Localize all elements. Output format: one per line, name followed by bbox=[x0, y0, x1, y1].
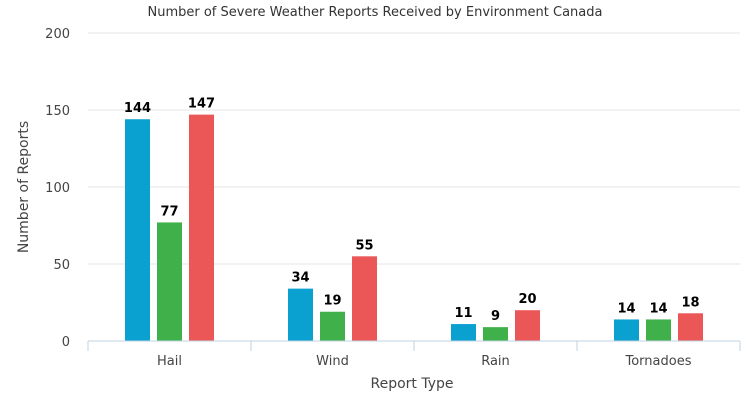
y-tick-label: 150 bbox=[45, 104, 70, 119]
y-axis-title: Number of Reports bbox=[16, 121, 32, 253]
bar[interactable] bbox=[614, 319, 639, 341]
bar[interactable] bbox=[515, 310, 540, 341]
bar[interactable] bbox=[352, 256, 377, 341]
bar-value-label: 19 bbox=[323, 294, 341, 309]
bar-value-label: 18 bbox=[681, 295, 699, 310]
bar-value-label: 14 bbox=[649, 301, 667, 316]
y-tick-label: 0 bbox=[62, 335, 70, 350]
data-labels: 144 77 147 34 19 55 11 9 20 14 14 18 bbox=[124, 97, 700, 325]
bar-value-label: 147 bbox=[188, 97, 215, 112]
bar[interactable] bbox=[320, 311, 345, 341]
bar[interactable] bbox=[646, 319, 671, 341]
x-axis-title: Report Type bbox=[370, 376, 453, 392]
y-tick-label: 200 bbox=[45, 27, 70, 42]
x-tick-label: Rain bbox=[481, 354, 510, 369]
gridlines bbox=[88, 32, 740, 265]
bar[interactable] bbox=[288, 288, 313, 341]
bar[interactable] bbox=[125, 119, 150, 342]
y-tick-label: 50 bbox=[53, 258, 70, 273]
bar-value-label: 77 bbox=[160, 204, 178, 219]
bar[interactable] bbox=[189, 114, 214, 342]
bar-value-label: 20 bbox=[518, 292, 536, 307]
x-tick-label: Hail bbox=[157, 354, 182, 369]
x-tick-label: Wind bbox=[316, 354, 349, 369]
chart-title: Number of Severe Weather Reports Receive… bbox=[148, 5, 603, 20]
axes: 0 50 100 150 200 Hail Wind Rain Tornadoes bbox=[45, 27, 741, 369]
x-tick-label: Tornadoes bbox=[625, 354, 692, 369]
bar-value-label: 55 bbox=[355, 238, 373, 253]
bars bbox=[125, 114, 703, 342]
bar[interactable] bbox=[451, 324, 476, 341]
bar[interactable] bbox=[157, 222, 182, 341]
bar-value-label: 9 bbox=[491, 309, 500, 324]
y-tick-label: 100 bbox=[45, 181, 70, 196]
bar-value-label: 14 bbox=[617, 301, 635, 316]
bar-value-label: 11 bbox=[454, 306, 472, 321]
bar-value-label: 34 bbox=[291, 271, 309, 286]
bar[interactable] bbox=[678, 313, 703, 341]
bar-value-label: 144 bbox=[124, 101, 151, 116]
bar[interactable] bbox=[483, 327, 508, 341]
